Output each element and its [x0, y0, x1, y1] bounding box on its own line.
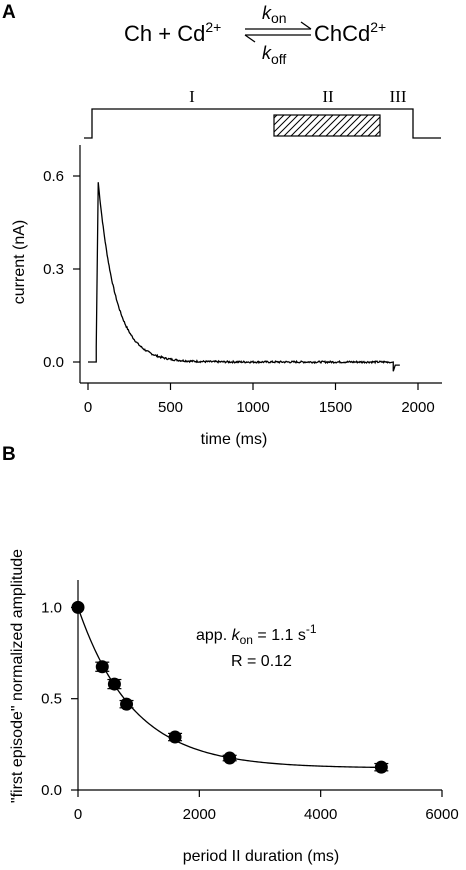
a-x-tick-label: 0 [84, 399, 92, 416]
protocol-line [84, 108, 441, 139]
a-x-tick-label: 2000 [401, 399, 434, 416]
b-y-tick-label: 1.0 [41, 599, 62, 616]
current-trace-chart: 0.0 0.3 0.6 0 500 1000 1500 2000 time (ms) cur… [11, 145, 442, 448]
period-label-ii: II [322, 87, 334, 106]
b-y-axis-label: "first episode" normalized amplitude [9, 549, 26, 803]
reverse-arrow-head [244, 34, 256, 43]
a-x-tick-label: 1500 [319, 399, 352, 416]
b-x-tick-label: 0 [74, 806, 82, 823]
b-x-tick-label: 6000 [425, 806, 458, 823]
a-y-tick-label: 0.6 [43, 168, 64, 185]
data-point [95, 660, 109, 674]
voltage-protocol: I II III [84, 87, 441, 139]
fit-r-annotation: R = 0.12 [231, 653, 292, 670]
a-x-tick-label: 500 [158, 399, 183, 416]
data-point [71, 600, 85, 614]
amplitude-chart: 0.0 0.5 1.0 0 2000 4000 6000 app. kon = 1.1 s… [9, 549, 459, 865]
forward-arrow-head [300, 21, 312, 30]
scheme-reactant: Ch + Cd2+ [124, 19, 221, 46]
b-x-tick-label: 4000 [304, 806, 337, 823]
period-label-i: I [189, 87, 195, 106]
b-y-tick-label: 0.5 [41, 691, 62, 708]
a-y-axis-label: current (nA) [11, 220, 28, 304]
scheme-product: ChCd2+ [314, 19, 386, 46]
data-point [223, 751, 237, 765]
a-y-tick-label: 0.0 [43, 354, 64, 371]
b-x-tick-label: 2000 [183, 806, 216, 823]
a-y-tick-label: 0.3 [43, 261, 64, 278]
fit-k-on-annotation: app. kon = 1.1 s-1 [196, 622, 317, 647]
reaction-scheme: Ch + Cd2+ ChCd2+ kon koff [124, 3, 386, 67]
a-x-axis-label: time (ms) [201, 431, 268, 448]
period-ii-hatched-box [273, 114, 381, 137]
data-point [107, 677, 121, 691]
panel-label-a: A [2, 2, 16, 23]
period-label-iii: III [390, 87, 407, 106]
data-point [374, 760, 388, 774]
current-trace [88, 182, 400, 372]
data-point [120, 697, 134, 711]
panel-label-b: B [2, 444, 16, 465]
b-y-tick-label: 0.0 [41, 782, 62, 799]
a-x-tick-label: 1000 [236, 399, 269, 416]
data-point [168, 730, 182, 744]
b-x-axis-label: period II duration (ms) [183, 848, 340, 865]
k-off-label: koff [262, 43, 286, 67]
k-on-label: kon [262, 3, 287, 26]
